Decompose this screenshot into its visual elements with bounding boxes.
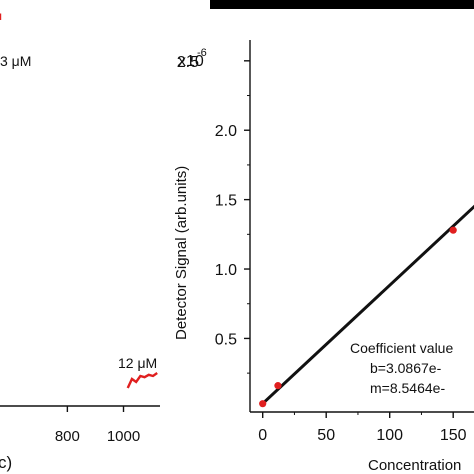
x-tick-label: 50	[317, 427, 335, 444]
x-axis-label: Concentration	[368, 457, 461, 474]
left-x-ticks: 800 1000	[55, 406, 140, 445]
y-tick-label: 1.5	[215, 193, 237, 210]
y-tick-label: 1.0	[215, 262, 237, 279]
left-panel: 800 1000 3 μM 12 μM c)	[0, 13, 160, 472]
right-x-ticks: 0 50 100 150	[258, 412, 467, 444]
left-series-group	[0, 13, 158, 389]
left-x-tick-label: 1000	[107, 428, 140, 445]
x-tick-label: 0	[258, 427, 267, 444]
y-multiplier: x10	[178, 53, 204, 70]
annotation-12uM: 12 μM	[118, 355, 157, 371]
left-x-tick-label: 800	[55, 428, 80, 445]
annotation-3uM: 3 μM	[0, 53, 31, 69]
legend-b: b=3.0867e-	[370, 360, 442, 376]
data-point	[274, 382, 282, 390]
y-exponent: -6	[197, 47, 207, 59]
data-point	[449, 226, 457, 234]
y-axis-label: Detector Signal (arb.units)	[173, 166, 190, 340]
left-series-line	[126, 372, 158, 389]
fit-line	[261, 204, 474, 405]
y-tick-label: 2.0	[215, 123, 237, 140]
y-tick-label: 2.5	[177, 54, 199, 71]
y-tick-label: 0.5	[215, 331, 237, 348]
right-panel: 0.5 1.0 1.5 2.0 2.5 0 50 100 150 x10 -6 Detecto…	[173, 40, 474, 474]
legend-title: Coefficient value	[350, 340, 453, 356]
top-edge-bar	[210, 0, 474, 9]
panel-label: c)	[0, 453, 12, 472]
legend-m: m=8.5464e-	[370, 380, 445, 396]
data-points	[259, 226, 457, 408]
x-tick-label: 150	[440, 427, 467, 444]
data-point	[259, 400, 267, 408]
x-tick-label: 100	[376, 427, 403, 444]
right-y-ticks: 0.5 1.0 1.5 2.0 2.5	[177, 54, 250, 374]
